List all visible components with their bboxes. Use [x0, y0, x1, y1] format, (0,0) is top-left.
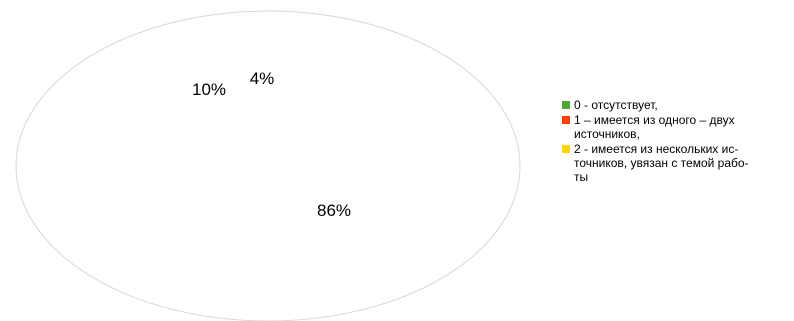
- data-label-0: 4%: [250, 69, 275, 88]
- legend-label-0-line-1: 0 - отсутствует,: [574, 98, 658, 112]
- legend-label-2-line-3: ты: [574, 170, 589, 184]
- legend-label-2-line-2: точников, увязан с темой рабо-: [574, 156, 749, 170]
- legend: 0 - отсутствует, 1 – имеется из одного –…: [562, 98, 794, 185]
- legend-swatch-yellow: [562, 145, 570, 153]
- legend-label-1-line-1: 1 – имеется из одного – двух: [574, 113, 735, 127]
- legend-item: 0 - отсутствует,: [562, 98, 794, 112]
- legend-swatch-green: [562, 101, 570, 109]
- data-label-1: 10%: [192, 80, 226, 99]
- legend-swatch-red: [562, 116, 570, 124]
- data-label-2: 86%: [317, 201, 351, 220]
- legend-label-1-line-2: источников,: [574, 127, 640, 141]
- pie-outline: [15, 10, 521, 321]
- data-labels: 4% 10% 86%: [192, 69, 351, 220]
- legend-item: 2 - имеется из нескольких ис- точников, …: [562, 142, 794, 184]
- legend-label-2-line-1: 2 - имеется из нескольких ис-: [574, 142, 739, 156]
- legend-item: 1 – имеется из одного – двух источников,: [562, 113, 794, 141]
